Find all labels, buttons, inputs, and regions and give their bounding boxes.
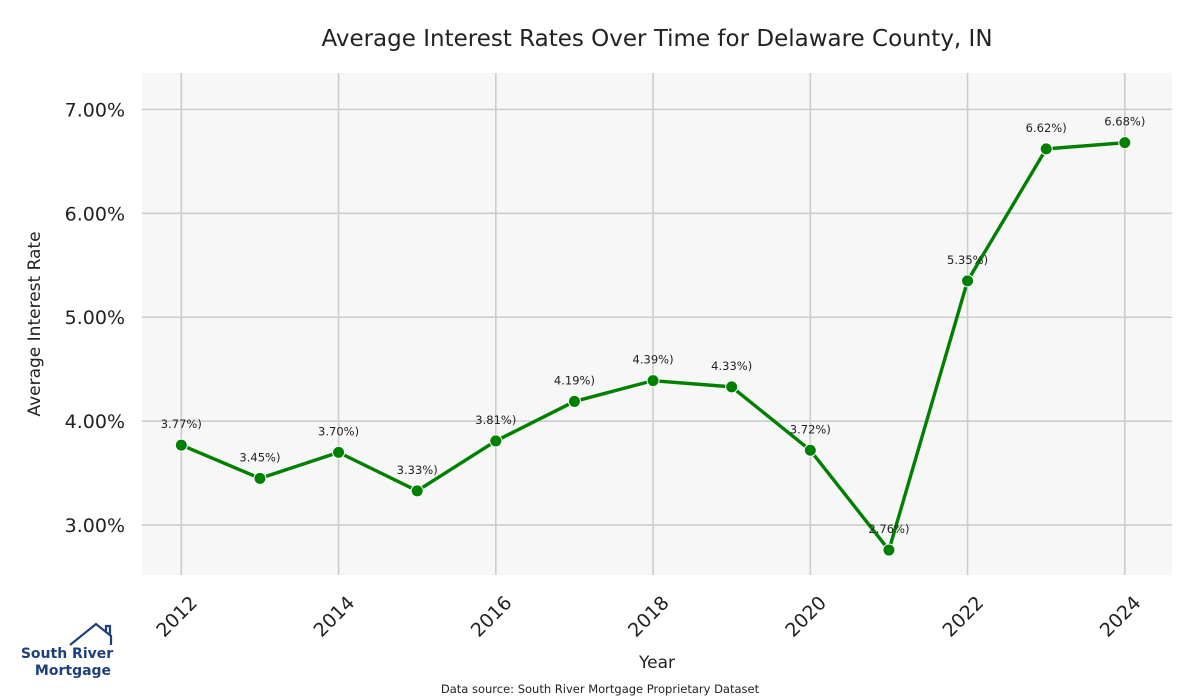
data-point <box>332 445 346 459</box>
data-point <box>882 543 896 557</box>
grid-lines <box>142 73 1172 575</box>
data-point <box>961 274 975 288</box>
data-point <box>567 394 581 408</box>
data-label: 3.77%) <box>161 417 202 431</box>
data-source-note: Data source: South River Mortgage Propri… <box>441 682 760 696</box>
data-label: 4.19%) <box>554 373 595 387</box>
x-tick-label: 2016 <box>467 592 517 642</box>
house-roof-icon <box>69 622 113 646</box>
x-tick-label: 2012 <box>152 592 202 642</box>
y-tick-label: 6.00% <box>65 203 125 225</box>
x-tick-label: 2018 <box>624 592 674 642</box>
x-axis-ticks: 2012 2014 2016 2018 2020 2022 2024 <box>152 592 1145 642</box>
data-point <box>174 438 188 452</box>
y-axis-ticks: 3.00% 4.00% 5.00% 6.00% 7.00% <box>65 99 125 537</box>
logo-text-line2: Mortgage <box>35 663 111 679</box>
x-tick-label: 2024 <box>1096 592 1146 642</box>
data-label: 2.76%) <box>868 522 909 536</box>
data-point <box>803 443 817 457</box>
data-label: 4.39%) <box>633 353 674 367</box>
company-logo: South River Mortgage <box>21 622 113 679</box>
x-tick-label: 2020 <box>781 592 831 642</box>
data-point <box>410 484 424 498</box>
data-label: 3.81%) <box>475 413 516 427</box>
data-point <box>1039 142 1053 156</box>
logo-text-line1: South River <box>21 646 113 662</box>
data-labels: 3.77%) 3.45%) 3.70%) 3.33%) 3.81%) 4.19%) 4.39… <box>161 115 1146 536</box>
data-point <box>489 434 503 448</box>
y-tick-label: 3.00% <box>65 515 125 537</box>
plot-area <box>142 73 1172 575</box>
data-point <box>1118 136 1132 150</box>
chart-title: Average Interest Rates Over Time for Del… <box>321 26 992 52</box>
data-point <box>725 380 739 394</box>
data-label: 6.68%) <box>1104 115 1145 129</box>
data-label: 6.62%) <box>1026 121 1067 135</box>
data-point <box>646 374 660 388</box>
y-tick-label: 4.00% <box>65 411 125 433</box>
x-tick-label: 2022 <box>938 592 988 642</box>
data-label: 3.45%) <box>239 450 280 464</box>
series-line-group <box>174 136 1132 557</box>
data-label: 5.35%) <box>947 253 988 267</box>
y-tick-label: 7.00% <box>65 99 125 121</box>
y-axis-label: Average Interest Rate <box>25 231 45 416</box>
data-label: 3.70%) <box>318 424 359 438</box>
data-label: 3.72%) <box>790 422 831 436</box>
data-label: 3.33%) <box>397 463 438 477</box>
y-tick-label: 5.00% <box>65 307 125 329</box>
data-label: 4.33%) <box>711 359 752 373</box>
x-tick-label: 2014 <box>309 592 359 642</box>
data-point <box>253 471 267 485</box>
x-axis-label: Year <box>638 653 675 673</box>
